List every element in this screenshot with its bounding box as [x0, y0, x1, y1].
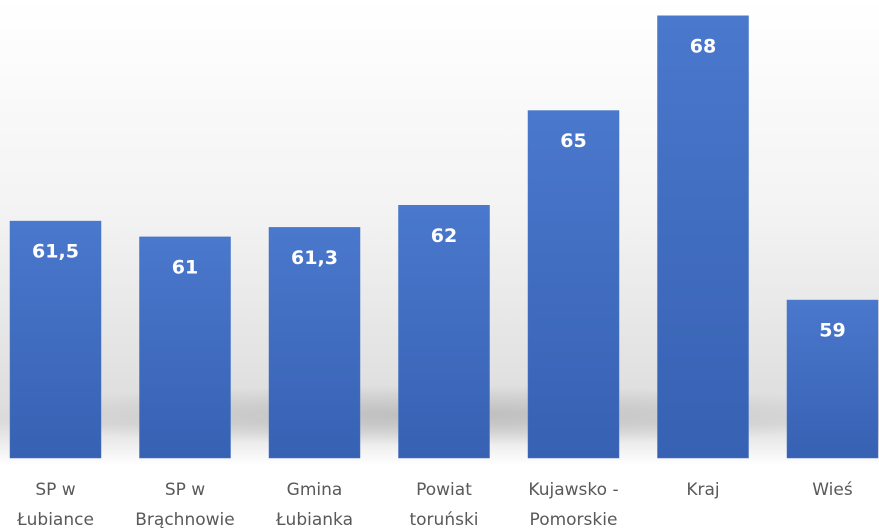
category-label: Gmina Łubianka — [276, 480, 353, 529]
category-label: Kraj — [686, 480, 720, 500]
data-label: 61 — [172, 256, 198, 278]
category-label: Powiat toruński — [409, 480, 479, 529]
bar — [139, 236, 231, 459]
category-label: SP w Łubiance — [17, 480, 94, 529]
data-label: 68 — [690, 35, 716, 57]
data-label: 59 — [819, 320, 845, 342]
data-label: 61,3 — [291, 247, 338, 269]
bar — [657, 15, 749, 459]
data-label: 62 — [431, 225, 457, 247]
data-label: 65 — [560, 130, 586, 152]
category-label: Kujawsko - Pomorskie — [528, 480, 619, 529]
bar — [9, 220, 102, 459]
bar — [268, 227, 361, 459]
category-label: SP w Brąchnowie — [135, 480, 235, 529]
data-label: 61,5 — [32, 241, 79, 263]
bar — [398, 205, 490, 459]
category-label: Wieś — [812, 480, 853, 500]
bar — [786, 299, 879, 459]
bar — [527, 110, 620, 459]
